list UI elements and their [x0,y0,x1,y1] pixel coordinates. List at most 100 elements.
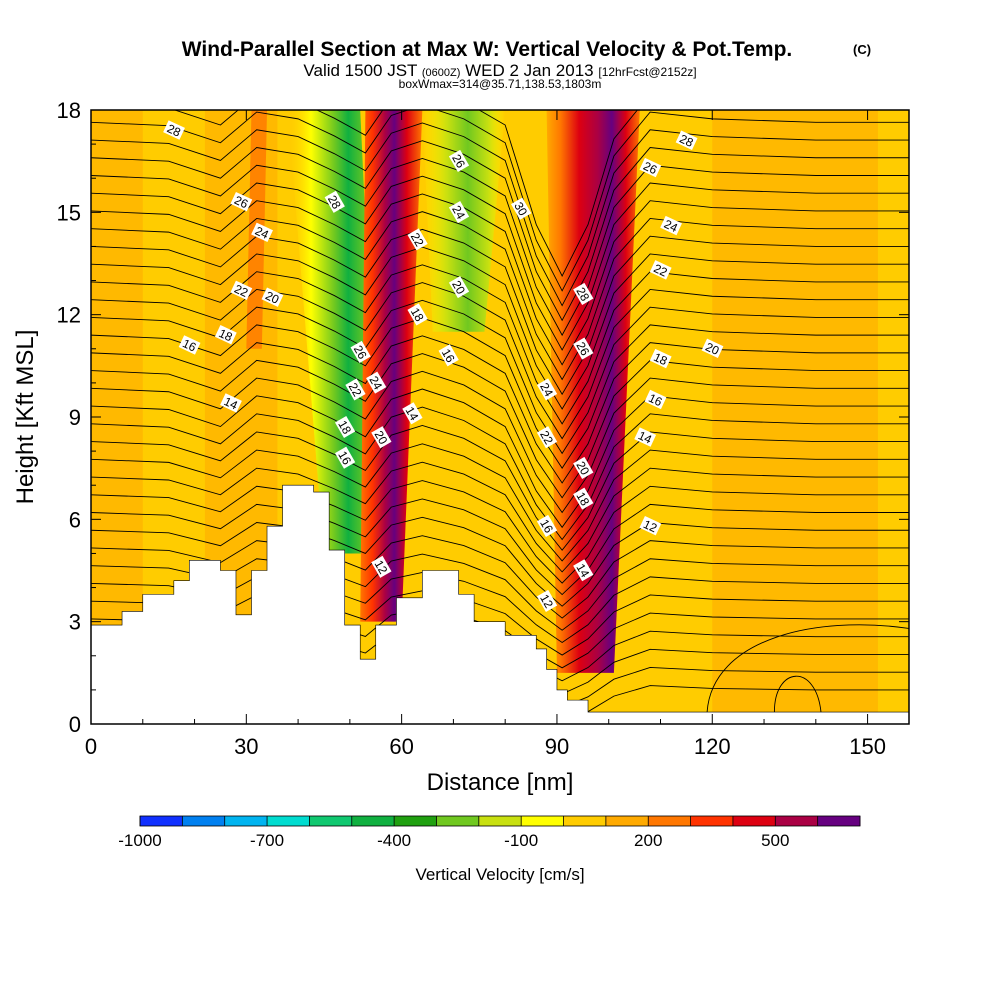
y-tick-label: 0 [69,712,81,737]
axes: 0 30 60 90 120 150 0 3 6 9 12 15 18 [57,98,909,759]
x-tick-label: 120 [694,734,731,759]
isentrope-label-text: 26 [232,193,250,211]
isentrope-label: 16 [536,514,558,537]
x-axis-label: Distance [nm] [427,769,574,796]
x-tick-label: 0 [85,734,97,759]
isentrope-label: 12 [371,555,392,578]
isentrope-label-text: 22 [651,261,669,279]
isentrope-label-bg [448,201,470,224]
isentrope-label-bg [334,446,356,469]
isentrope [91,299,909,455]
isentrope-label-text: 18 [651,350,669,368]
updraft-band-left [360,110,423,622]
colorbar-tick-label: -1000 [118,831,161,850]
isentrope [91,480,909,584]
isentrope-label-text: 24 [662,217,680,235]
isentrope-label-text: 24 [253,224,271,242]
updraft-band-right [546,110,640,673]
isentrope-label: 22 [649,260,672,280]
colorbar-swatch [563,816,607,826]
isentrope-label-text: 16 [537,517,556,536]
isentrope [91,406,909,541]
isentrope-label-text: 22 [232,282,250,300]
isentrope-label-text: 16 [439,346,458,365]
isentrope-label: 26 [448,149,470,172]
isentrope-label-text: 14 [636,428,654,446]
isentrope-label: 24 [251,222,273,243]
chart-subtitle-2: boxWmax=314@35.71,138.53,1803m [399,77,602,91]
colorbar-swatch [648,816,692,826]
isentrope-label: 24 [536,378,558,401]
isentrope-label-text: 20 [263,288,281,306]
isentrope-label-text: 24 [537,380,556,399]
colorbar-swatch [309,816,353,826]
colorbar-tick-label: 200 [634,831,662,850]
y-tick-label: 6 [69,507,81,532]
chart-title-mark: (C) [853,42,871,57]
isentrope-label-bg [573,456,594,479]
isentrope-label-bg [701,338,724,359]
isentrope [91,535,909,619]
isentrope-label: 18 [214,324,237,344]
isentrope-label-text: 30 [511,200,530,219]
isentrope-label: 20 [261,287,284,307]
isentrope-label: 12 [536,589,558,612]
isentrope-label-bg [407,228,428,251]
isentrope-label-bg [536,378,558,401]
isentrope-label: 14 [634,427,657,447]
isentrope-label-text: 24 [449,203,468,222]
isentrope-label: 24 [660,215,682,235]
colorbar-tick-label: -400 [377,831,411,850]
colorbar-tick-label: 500 [761,831,789,850]
isentrope-label-bg [178,335,201,355]
isentrope-label-text: 22 [346,380,365,399]
isentrope-label: 26 [230,191,253,212]
isentrope [91,211,909,381]
isentrope-label-bg [371,426,392,449]
isentrope-label-bg [573,487,594,510]
terrain [91,484,909,724]
isentrope [91,110,909,292]
isentrope-label-bg [251,222,273,243]
colorbar-swatch [817,816,861,826]
colorbar-label: Vertical Velocity [cm/s] [415,865,584,884]
isentrope-label-text: 16 [646,391,664,409]
isentrope [91,425,909,551]
y-axis-label: Height [Kft MSL] [12,330,39,505]
isentrope [91,140,909,322]
y-tick-label: 15 [57,200,81,225]
isentrope-label-text: 26 [449,152,468,171]
isentrope-label-bg [644,389,667,410]
isentrope-label: 22 [345,378,366,401]
isentrope-label-bg [350,340,371,363]
colorbar-swatch [605,816,649,826]
isentrope-label-bg [573,337,594,360]
isentrope-label: 18 [573,487,594,510]
isentrope-label: 16 [178,335,201,355]
isentrope-label: 28 [573,282,594,305]
colorbar-tick-label: -100 [504,831,538,850]
isentrope-label-bg [230,191,253,212]
y-tick-label: 9 [69,405,81,430]
colorbar: -1000 -700 -400 -100 200 500 [118,815,861,850]
isentrope-label-bg [324,190,345,213]
isentrope-label: 20 [573,456,594,479]
isentrope-label-bg [163,120,185,140]
isentrope [91,498,909,596]
isentrope-label: 28 [675,130,698,150]
x-tick-label: 30 [234,734,258,759]
isentrope-label-text: 20 [703,340,721,358]
isentrope-label-text: 22 [537,428,556,447]
isentrope-label-bg [536,514,558,537]
isentrope-label-bg [634,427,657,447]
isentrope-label-text: 18 [408,305,427,324]
isentrope-label-text: 18 [573,490,592,509]
isentrope-label-text: 12 [372,558,391,577]
isentrope-label-bg [438,344,459,367]
isentrope [91,246,909,410]
isentrope-label-text: 16 [180,336,198,354]
isentrope [91,335,909,484]
subtitle-pre: Valid 1500 JST [303,61,421,80]
